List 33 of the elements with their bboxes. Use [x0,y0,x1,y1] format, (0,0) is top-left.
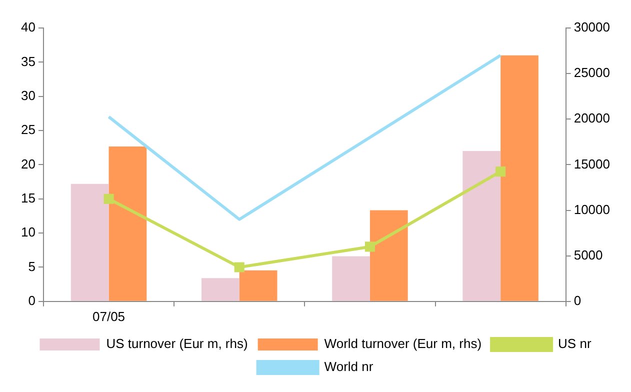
y-tick-label: 20 [20,156,36,172]
legend-label: World turnover (Eur m, rhs) [324,336,482,352]
y2-tick-label: 10000 [574,202,610,217]
bar [239,270,278,301]
legend-label: US turnover (Eur m, rhs) [106,336,248,352]
y-tick-label: 0 [28,292,36,308]
legend-label: World nr [324,359,374,374]
y-tick-label: 30 [20,88,36,103]
x-tick-label: 07/05 [92,308,126,324]
point [104,194,114,204]
point [234,262,244,272]
bar [500,55,538,301]
y-tick-label: 35 [20,54,36,69]
y2-tick-label: 30000 [574,20,610,35]
y-tick-label: 25 [20,122,36,138]
y2-tick-label: 25000 [574,65,610,80]
bar [370,210,408,301]
bar [332,256,370,301]
y-tick-label: 10 [20,224,36,240]
y-tick-label: 15 [20,190,36,206]
bar [108,146,147,301]
bar [70,184,109,301]
legend-label: US nr [558,336,592,352]
y2-tick-label: 15000 [574,156,610,172]
y2-tick-label: 5000 [574,247,603,262]
point [496,166,506,177]
bar [462,151,501,301]
bar [201,278,240,301]
point [364,242,375,252]
y2-tick-label: 0 [574,292,582,308]
y-tick-label: 5 [28,258,36,274]
y-tick-label: 40 [20,20,36,35]
y2-tick-label: 20000 [574,110,610,126]
